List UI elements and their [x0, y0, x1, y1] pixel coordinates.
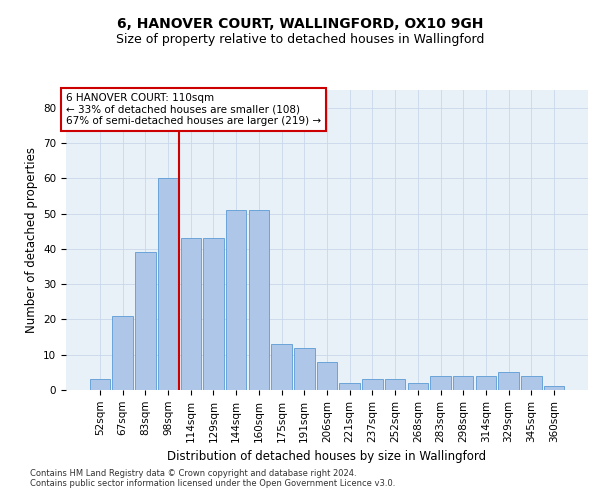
X-axis label: Distribution of detached houses by size in Wallingford: Distribution of detached houses by size … [167, 450, 487, 463]
Bar [430, 376, 451, 390]
Bar [499, 372, 519, 390]
Bar [317, 362, 337, 390]
Bar [135, 252, 155, 390]
Bar [385, 380, 406, 390]
Text: Contains HM Land Registry data © Crown copyright and database right 2024.: Contains HM Land Registry data © Crown c… [30, 468, 356, 477]
Bar [226, 210, 247, 390]
Bar [362, 380, 383, 390]
Bar [158, 178, 178, 390]
Bar [90, 380, 110, 390]
Bar [112, 316, 133, 390]
Bar [294, 348, 314, 390]
Text: Size of property relative to detached houses in Wallingford: Size of property relative to detached ho… [116, 32, 484, 46]
Bar [271, 344, 292, 390]
Bar [248, 210, 269, 390]
Text: Contains public sector information licensed under the Open Government Licence v3: Contains public sector information licen… [30, 478, 395, 488]
Bar [544, 386, 564, 390]
Bar [521, 376, 542, 390]
Bar [203, 238, 224, 390]
Bar [407, 383, 428, 390]
Bar [340, 383, 360, 390]
Text: 6, HANOVER COURT, WALLINGFORD, OX10 9GH: 6, HANOVER COURT, WALLINGFORD, OX10 9GH [117, 18, 483, 32]
Bar [476, 376, 496, 390]
Text: 6 HANOVER COURT: 110sqm
← 33% of detached houses are smaller (108)
67% of semi-d: 6 HANOVER COURT: 110sqm ← 33% of detache… [66, 93, 321, 126]
Y-axis label: Number of detached properties: Number of detached properties [25, 147, 38, 333]
Bar [181, 238, 201, 390]
Bar [453, 376, 473, 390]
